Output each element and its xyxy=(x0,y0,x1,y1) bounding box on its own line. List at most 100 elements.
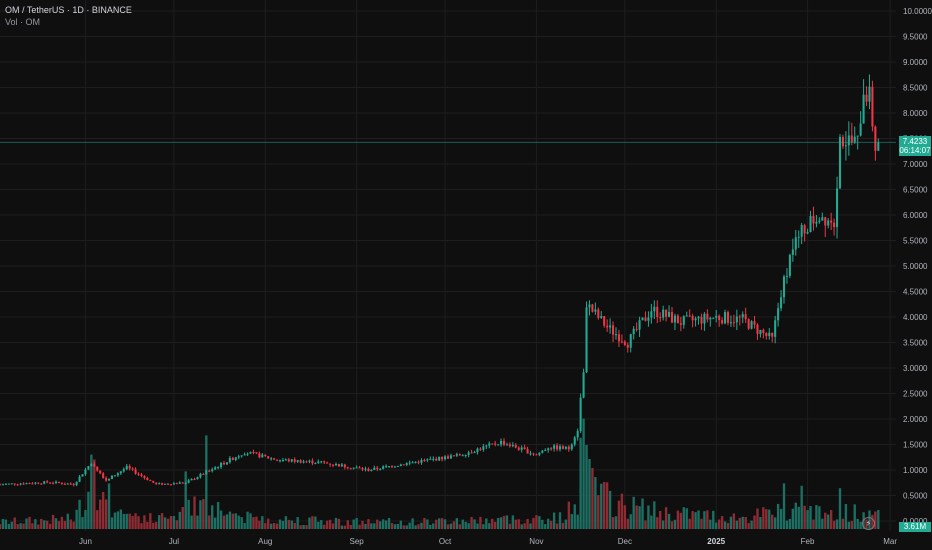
volume-bar xyxy=(93,459,96,529)
volume-bar xyxy=(202,499,205,529)
volume-bar xyxy=(491,518,494,529)
volume-bar xyxy=(187,499,190,529)
time-tick-label: Jul xyxy=(169,537,179,546)
candle-body xyxy=(93,463,96,467)
candle-body xyxy=(155,482,158,484)
candle-body xyxy=(523,447,526,450)
volume-bar xyxy=(361,520,364,529)
candle-body xyxy=(16,484,19,486)
volume-bar xyxy=(101,491,105,529)
candle-body xyxy=(871,86,874,127)
volume-bar xyxy=(544,524,547,529)
candle-body xyxy=(868,86,871,102)
volume-bar xyxy=(541,519,544,529)
volume-bar xyxy=(320,520,323,529)
candle-body xyxy=(199,473,202,478)
time-axis[interactable]: Jun Jul Aug Sep Oct Nov Dec 2025 Feb Mar xyxy=(79,537,897,546)
volume-bar xyxy=(815,505,818,529)
candle-body xyxy=(508,444,511,447)
price-tick-label: 3.5000 xyxy=(903,339,928,348)
candle-body xyxy=(744,314,747,320)
candle-body xyxy=(614,334,618,336)
volume-bar xyxy=(538,516,541,529)
candle-body xyxy=(844,145,847,147)
candle-body xyxy=(116,473,119,476)
volume-bar xyxy=(650,515,653,529)
volume-bar xyxy=(499,517,503,529)
candle-body xyxy=(352,467,355,469)
volume-bar xyxy=(72,521,75,529)
candle-body xyxy=(647,317,650,321)
volume-bar xyxy=(638,506,641,529)
volume-bar xyxy=(517,519,520,529)
volume-bar xyxy=(60,516,64,529)
symbol-title[interactable]: OM / TetherUS · 1D · BINANCE xyxy=(5,5,132,15)
price-tick-label: 4.5000 xyxy=(903,288,928,297)
volume-bar xyxy=(838,488,842,529)
volume-bar xyxy=(261,516,264,529)
candle-body xyxy=(184,482,187,484)
candle-body xyxy=(329,463,332,465)
volume-bar xyxy=(608,490,612,529)
volume-bar xyxy=(408,522,411,529)
candle-body xyxy=(299,460,302,463)
volume-bar xyxy=(255,516,258,529)
volume-indicator-title[interactable]: Vol · OM xyxy=(5,17,41,27)
last-volume-tag: 3.61M xyxy=(899,522,931,532)
candle-body xyxy=(99,470,102,474)
candle-body xyxy=(202,473,205,475)
volume-bar xyxy=(685,508,688,529)
volume-bar xyxy=(432,523,435,529)
volume-bar xyxy=(682,507,685,529)
candle-body xyxy=(240,455,243,457)
candle-body xyxy=(96,466,99,471)
candle-body xyxy=(467,452,470,455)
candle-body xyxy=(494,443,497,445)
volume-bar xyxy=(314,516,317,529)
candle-body xyxy=(81,474,84,477)
candle-body xyxy=(441,456,444,460)
price-tick-label: 6.0000 xyxy=(903,211,928,220)
volume-bar xyxy=(172,516,176,529)
volume-bar xyxy=(107,483,111,529)
candle-body xyxy=(809,215,812,233)
volume-bar xyxy=(346,520,349,529)
volume-bar xyxy=(535,515,538,529)
volume-bar xyxy=(496,517,500,529)
candle-body xyxy=(75,481,78,486)
volume-bar xyxy=(264,523,267,529)
volume-bar xyxy=(827,514,830,529)
volume-bar xyxy=(219,510,223,529)
candle-body xyxy=(175,483,178,485)
candle-body xyxy=(376,467,379,470)
price-axis[interactable]: 0.0000 0.5000 1.0000 1.5000 2.0000 2.5000 3.00… xyxy=(903,7,932,526)
volume-bar xyxy=(211,505,214,529)
candle-body xyxy=(113,475,116,477)
volume-bar xyxy=(225,514,229,529)
price-tick-label: 7.0000 xyxy=(903,160,928,169)
volume-bar xyxy=(493,521,497,529)
volume-bar xyxy=(847,521,851,529)
candle-body xyxy=(635,328,638,330)
candle-body xyxy=(724,312,727,324)
volume-bar xyxy=(514,519,517,529)
candle-body xyxy=(505,444,508,446)
candle-body xyxy=(258,453,261,458)
volume-bar xyxy=(644,520,647,529)
candle-body xyxy=(780,297,783,309)
volume-bar xyxy=(387,518,391,529)
volume-bar xyxy=(40,518,43,529)
candle-body xyxy=(66,483,69,485)
volume-bar xyxy=(732,513,736,529)
candle-body xyxy=(561,446,564,449)
candle-body xyxy=(46,481,49,483)
candle-body xyxy=(700,316,703,324)
volume-bar xyxy=(376,519,379,529)
candle-body xyxy=(553,445,556,449)
candle-body xyxy=(28,483,31,485)
volume-bar xyxy=(520,524,523,529)
lightning-icon[interactable]: ⚡ xyxy=(862,517,875,530)
volume-bar xyxy=(381,519,385,529)
